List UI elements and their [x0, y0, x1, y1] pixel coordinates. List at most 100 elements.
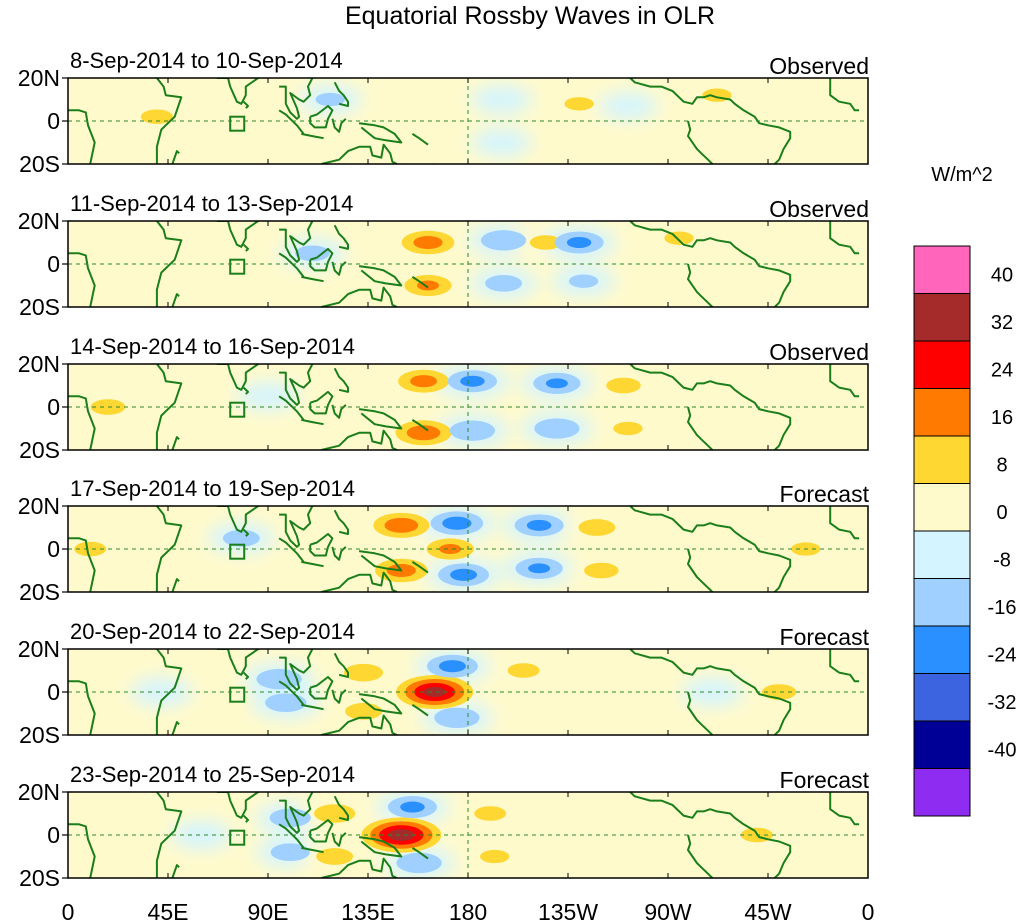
- lat-label-3: 20S: [19, 722, 60, 748]
- panel-date-range: 20-Sep-2014 to 22-Sep-2014: [70, 619, 355, 644]
- coastline-17: [687, 406, 714, 450]
- coastline-10: [331, 832, 347, 847]
- anomaly-cell-6-level-3: [442, 516, 472, 530]
- panel-status: Forecast: [780, 624, 870, 650]
- lat-label-3: 20S: [19, 294, 60, 320]
- coastline-14: [411, 847, 429, 860]
- coastline-3: [171, 578, 180, 592]
- coastline-18: [829, 364, 860, 398]
- coastline-4: [216, 364, 261, 391]
- lon-label-5: 180: [449, 899, 487, 924]
- anomaly-cell-1-level-2: [140, 109, 173, 124]
- coastline-13: [321, 429, 398, 450]
- coastline-9: [309, 105, 334, 129]
- anomaly-cell-5-level-3: [460, 375, 485, 387]
- coastline-6: [279, 649, 314, 691]
- anomaly-cell-7-level-2: [529, 235, 562, 250]
- lon-label-9: 0: [862, 899, 875, 924]
- coastline-9: [309, 390, 334, 415]
- coastline-2: [155, 364, 183, 450]
- coastline-14: [411, 133, 429, 146]
- coastline-14: [411, 561, 429, 574]
- anomaly-cell-8-level-3: [526, 519, 552, 531]
- coastline-13: [321, 143, 398, 164]
- coastline-12: [358, 122, 403, 144]
- coastline-5: [242, 671, 249, 680]
- coastline-6: [279, 221, 314, 263]
- colorbar-units-label: W/m^2: [931, 164, 993, 186]
- anomaly-cell-4-level-3: [406, 425, 441, 441]
- anomaly-cell-11-level-2: [584, 562, 619, 579]
- colorbar-level-label: 40: [991, 265, 1013, 287]
- chart-title: Equatorial Rossby Waves in OLR: [345, 2, 715, 30]
- lat-label-3: 20S: [19, 437, 60, 463]
- colorbar: W/m^2 40 32 24 16 8 0 -8 -16 -24 -32 -40: [913, 164, 1017, 817]
- coastline-18: [829, 221, 860, 255]
- coastline-8: [301, 703, 324, 711]
- coastline-18: [829, 649, 860, 683]
- coastline-1: [68, 252, 96, 307]
- coastlines: [68, 364, 860, 450]
- coastline-9: [309, 676, 334, 700]
- anomaly-field: [68, 506, 838, 592]
- anomaly-cell-6-level-2: [485, 275, 522, 292]
- coastline-2: [155, 78, 183, 164]
- colorbar-swatch-4: [913, 388, 971, 437]
- region-box: [229, 543, 246, 560]
- anomaly-cell-2-level-1: [237, 382, 299, 411]
- anomaly-cell-3-level-2: [315, 92, 345, 107]
- coastline-7: [278, 823, 305, 849]
- coastline-1: [68, 823, 96, 878]
- colorbar-swatch-11: [913, 720, 971, 769]
- anomaly-cell-4-level-2: [314, 804, 356, 823]
- anomaly-cell-4-level-1: [371, 78, 431, 105]
- panel-1: 20N 0 20S 8-Sep-2014 to 10-Sep-2014 Observed: [18, 48, 869, 177]
- coastline-2: [155, 649, 183, 735]
- coastline-1: [68, 537, 96, 592]
- anomaly-cell-8-level-2: [396, 852, 442, 874]
- coastline-8: [301, 418, 324, 426]
- coastline-3: [171, 721, 180, 735]
- coastline-6: [279, 364, 314, 406]
- coastline-1: [68, 680, 96, 735]
- coastline-4: [216, 78, 260, 105]
- coastlines: [68, 649, 860, 735]
- anomaly-cell-10-level-2: [613, 421, 643, 436]
- colorbar-level-label: -32: [988, 692, 1017, 714]
- colorbar-swatch-7: [913, 530, 971, 579]
- coastline-8: [301, 275, 324, 283]
- colorbar-level-label: 0: [996, 502, 1007, 524]
- coastline-4: [216, 792, 261, 819]
- coastline-17: [687, 263, 714, 307]
- coastline-5: [242, 528, 249, 537]
- lon-label-8: 45W: [744, 899, 792, 924]
- coastline-7: [278, 395, 305, 421]
- coastline-17: [687, 691, 714, 735]
- anomaly-cell-2-level-2: [222, 529, 260, 547]
- panel-3: 20N 0 20S 14-Sep-2014 to 16-Sep-2014 Observe…: [18, 334, 869, 463]
- coastline-5: [242, 100, 249, 109]
- coastline-3: [171, 150, 180, 164]
- coastline-11: [333, 367, 349, 393]
- anomaly-field: [170, 792, 789, 878]
- coastline-10: [331, 118, 347, 133]
- coastline-6: [279, 792, 314, 834]
- panel-status: Forecast: [780, 481, 870, 507]
- coastline-3: [171, 864, 180, 878]
- coastline-9: [309, 533, 334, 557]
- coastline-2: [155, 792, 183, 878]
- coastline-9: [309, 819, 334, 843]
- panel-6: 20N 0 20S 23-Sep-2014 to 25-Sep-2014 Forecas…: [18, 762, 870, 891]
- anomaly-cell-11-level-1: [681, 678, 744, 706]
- anomaly-cell-11-level-1: [781, 403, 844, 432]
- anomaly-cell-1-level-2: [74, 541, 107, 557]
- coastline-3: [171, 293, 180, 307]
- anomaly-cell-1-level-1: [130, 678, 193, 706]
- lat-label-1: 20N: [18, 65, 60, 91]
- anomaly-cell-10-level-2: [480, 849, 510, 864]
- panels: 20N 0 20S 8-Sep-2014 to 10-Sep-2014 Observed…: [18, 48, 870, 891]
- coastline-16: [629, 221, 792, 307]
- lat-label-1: 20N: [18, 779, 60, 805]
- colorbar-swatch-9: [913, 625, 971, 674]
- panel-4: 20N 0 20S 17-Sep-2014 to 19-Sep-2014 Forecas…: [18, 476, 870, 605]
